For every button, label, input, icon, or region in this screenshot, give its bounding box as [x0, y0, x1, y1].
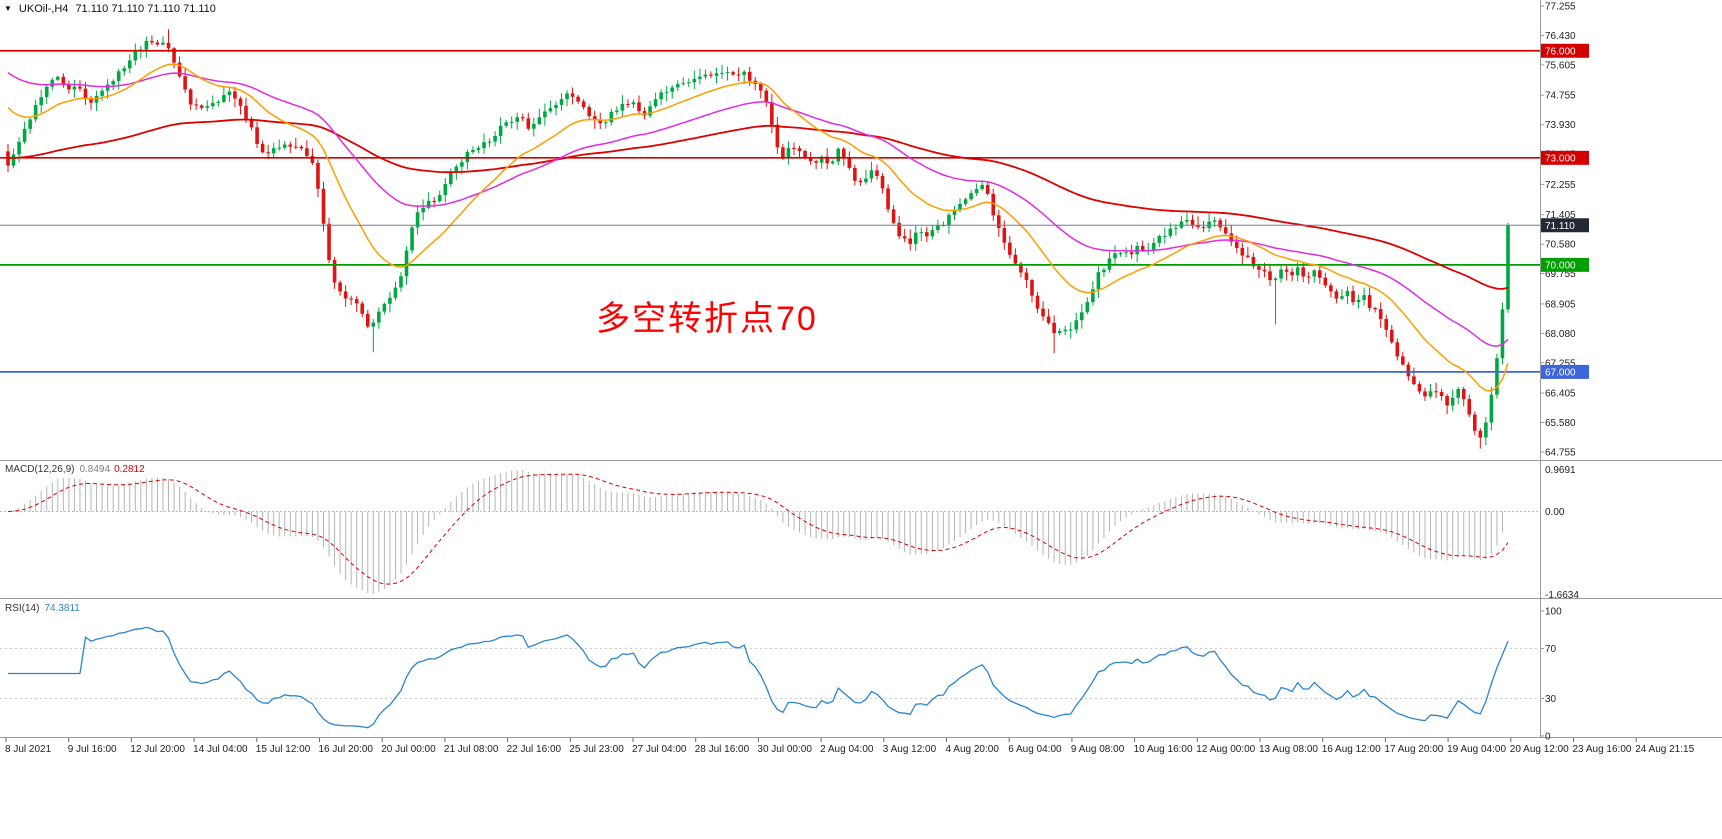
- svg-text:6 Aug 04:00: 6 Aug 04:00: [1008, 744, 1062, 755]
- svg-text:74.755: 74.755: [1545, 91, 1576, 102]
- svg-text:0.9691: 0.9691: [1545, 465, 1576, 476]
- svg-text:19 Aug 04:00: 19 Aug 04:00: [1447, 744, 1506, 755]
- svg-text:-1.6634: -1.6634: [1545, 590, 1579, 601]
- svg-text:8 Jul 2021: 8 Jul 2021: [5, 744, 52, 755]
- svg-text:66.405: 66.405: [1545, 389, 1576, 400]
- rsi-panel-label: RSI(14) 74.3811: [5, 603, 80, 614]
- svg-text:72.255: 72.255: [1545, 180, 1576, 191]
- svg-text:71.110: 71.110: [1545, 221, 1575, 232]
- svg-text:22 Jul 16:00: 22 Jul 16:00: [507, 744, 562, 755]
- macd-signal-value: 0.2812: [114, 464, 145, 475]
- svg-text:0: 0: [1545, 732, 1551, 743]
- svg-text:77.255: 77.255: [1545, 2, 1576, 13]
- svg-text:30 Jul 00:00: 30 Jul 00:00: [757, 744, 812, 755]
- svg-text:24 Aug 21:15: 24 Aug 21:15: [1635, 744, 1694, 755]
- svg-text:69.755: 69.755: [1545, 269, 1576, 280]
- svg-text:75.605: 75.605: [1545, 60, 1576, 71]
- annotation-text: 多空转折点70: [596, 300, 818, 338]
- svg-text:73.930: 73.930: [1545, 120, 1576, 131]
- macd-main-value: 0.8494: [79, 464, 111, 475]
- svg-text:100: 100: [1545, 607, 1562, 618]
- ohlc-values: 71.110 71.110 71.110 71.110: [75, 3, 216, 15]
- macd-panel-label: MACD(12,26,9) 0.8494 0.2812: [5, 464, 145, 475]
- svg-text:68.080: 68.080: [1545, 329, 1576, 340]
- chart-header: ▼ UKOil-,H4 71.110 71.110 71.110 71.110: [4, 3, 216, 15]
- rsi-indicator-name: RSI(14): [5, 603, 40, 614]
- svg-text:16 Jul 20:00: 16 Jul 20:00: [319, 744, 374, 755]
- svg-text:20 Aug 12:00: 20 Aug 12:00: [1510, 744, 1569, 755]
- svg-text:3 Aug 12:00: 3 Aug 12:00: [883, 744, 937, 755]
- svg-text:17 Aug 20:00: 17 Aug 20:00: [1384, 744, 1443, 755]
- svg-text:0.00: 0.00: [1545, 507, 1565, 518]
- svg-text:9 Jul 16:00: 9 Jul 16:00: [68, 744, 117, 755]
- svg-text:76.430: 76.430: [1545, 31, 1576, 42]
- svg-text:12 Aug 00:00: 12 Aug 00:00: [1196, 744, 1255, 755]
- svg-text:27 Jul 04:00: 27 Jul 04:00: [632, 744, 687, 755]
- svg-text:14 Jul 04:00: 14 Jul 04:00: [193, 744, 248, 755]
- svg-text:23 Aug 16:00: 23 Aug 16:00: [1573, 744, 1632, 755]
- svg-text:13 Aug 08:00: 13 Aug 08:00: [1259, 744, 1318, 755]
- symbol-period-label: UKOil-,H4: [18, 3, 69, 15]
- svg-text:4 Aug 20:00: 4 Aug 20:00: [946, 744, 1000, 755]
- svg-text:70.580: 70.580: [1545, 240, 1576, 251]
- svg-text:64.755: 64.755: [1545, 448, 1576, 459]
- svg-text:76.000: 76.000: [1545, 46, 1576, 57]
- svg-text:15 Jul 12:00: 15 Jul 12:00: [256, 744, 311, 755]
- svg-text:70: 70: [1545, 644, 1557, 655]
- svg-text:71.405: 71.405: [1545, 210, 1576, 221]
- svg-text:21 Jul 08:00: 21 Jul 08:00: [444, 744, 499, 755]
- chevron-down-icon[interactable]: ▼: [4, 4, 12, 13]
- svg-text:70.000: 70.000: [1545, 260, 1576, 271]
- svg-text:12 Jul 20:00: 12 Jul 20:00: [130, 744, 185, 755]
- svg-text:73.000: 73.000: [1545, 153, 1576, 164]
- svg-text:9 Aug 08:00: 9 Aug 08:00: [1071, 744, 1125, 755]
- svg-text:67.000: 67.000: [1545, 367, 1576, 378]
- svg-text:25 Jul 23:00: 25 Jul 23:00: [569, 744, 624, 755]
- rsi-value: 74.3811: [44, 603, 80, 614]
- svg-text:16 Aug 12:00: 16 Aug 12:00: [1322, 744, 1381, 755]
- svg-text:20 Jul 00:00: 20 Jul 00:00: [381, 744, 436, 755]
- svg-text:28 Jul 16:00: 28 Jul 16:00: [695, 744, 750, 755]
- svg-text:2 Aug 04:00: 2 Aug 04:00: [820, 744, 874, 755]
- svg-text:30: 30: [1545, 694, 1557, 705]
- svg-text:67.255: 67.255: [1545, 358, 1576, 369]
- macd-indicator-name: MACD(12,26,9): [5, 464, 75, 475]
- svg-text:68.905: 68.905: [1545, 299, 1576, 310]
- svg-text:10 Aug 16:00: 10 Aug 16:00: [1134, 744, 1193, 755]
- svg-text:65.580: 65.580: [1545, 418, 1576, 429]
